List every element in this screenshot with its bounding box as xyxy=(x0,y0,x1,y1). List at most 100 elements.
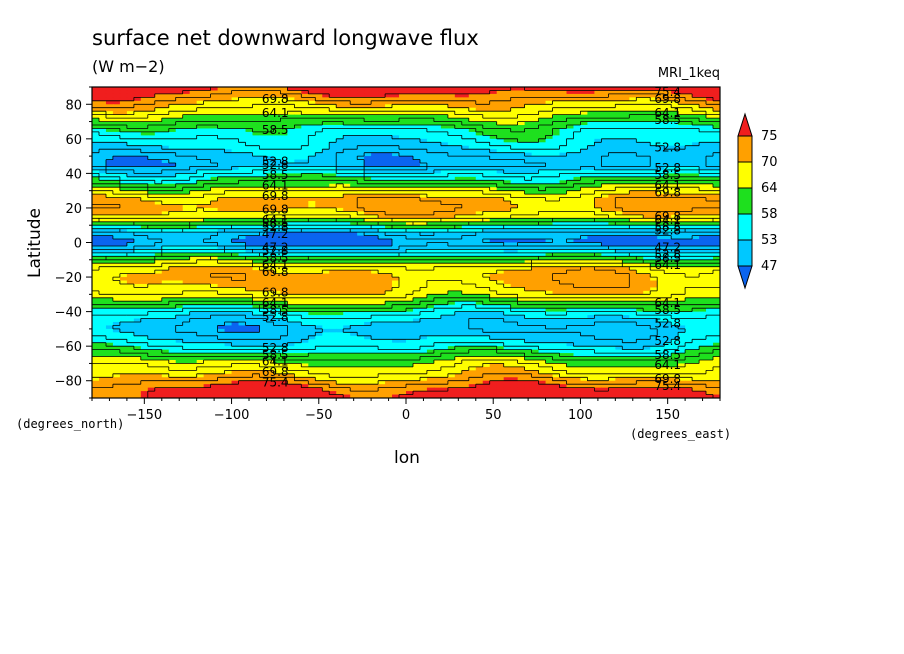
field-cell xyxy=(671,273,679,278)
field-cell xyxy=(671,194,679,199)
field-cell xyxy=(510,228,519,233)
field-cell xyxy=(105,235,114,240)
field-cell xyxy=(133,190,142,195)
field-cell xyxy=(392,197,400,202)
field-cell xyxy=(231,176,240,181)
field-cell xyxy=(580,214,589,219)
field-cell xyxy=(510,190,519,195)
field-cell xyxy=(671,166,679,171)
field-cell xyxy=(182,121,191,126)
field-cell xyxy=(482,149,491,154)
field-cell xyxy=(392,242,400,247)
field-cell xyxy=(161,273,170,278)
field-cell xyxy=(447,159,456,164)
field-cell xyxy=(412,118,421,123)
field-cell xyxy=(475,131,484,136)
field-cell xyxy=(454,118,463,123)
field-cell xyxy=(510,149,519,154)
field-cell xyxy=(566,270,575,275)
field-cell xyxy=(266,93,275,98)
field-cell xyxy=(406,232,414,237)
field-cell xyxy=(531,125,540,130)
field-cell xyxy=(329,187,337,192)
field-cell xyxy=(196,273,205,278)
field-cell xyxy=(671,228,679,233)
field-cell xyxy=(168,169,177,174)
field-cell xyxy=(447,197,456,202)
field-cell xyxy=(189,90,198,95)
field-cell xyxy=(301,239,309,244)
field-cell xyxy=(210,121,219,126)
field-cell xyxy=(496,197,505,202)
field-cell xyxy=(699,93,707,98)
field-cell xyxy=(706,156,714,161)
field-cell xyxy=(524,93,533,98)
field-cell xyxy=(343,225,351,230)
field-cell xyxy=(126,228,135,233)
field-cell xyxy=(426,176,435,181)
field-cell xyxy=(615,273,623,278)
field-cell xyxy=(482,87,491,92)
field-cell xyxy=(140,142,149,147)
field-cell xyxy=(133,169,142,174)
field-cell xyxy=(315,201,323,206)
field-cell xyxy=(643,228,651,233)
field-cell xyxy=(175,270,184,275)
field-cell xyxy=(552,228,561,233)
field-cell xyxy=(713,239,720,244)
field-cell xyxy=(259,180,268,185)
field-cell xyxy=(412,87,421,92)
field-cell xyxy=(182,211,191,216)
field-cell xyxy=(154,111,163,116)
field-cell xyxy=(378,90,386,95)
field-cell xyxy=(315,131,323,136)
field-cell xyxy=(566,118,575,123)
field-cell xyxy=(706,142,714,147)
field-cell xyxy=(531,201,540,206)
field-cell xyxy=(447,187,456,192)
field-cell xyxy=(524,135,533,140)
field-cell xyxy=(133,235,142,240)
field-cell xyxy=(545,218,554,223)
field-cell xyxy=(259,135,268,140)
field-cell xyxy=(119,228,128,233)
field-cell xyxy=(615,104,623,109)
field-cell xyxy=(399,100,407,105)
field-cell xyxy=(461,169,470,174)
field-cell xyxy=(406,138,414,143)
field-cell xyxy=(615,97,623,102)
field-cell xyxy=(105,138,114,143)
field-cell xyxy=(252,131,261,136)
field-cell xyxy=(119,249,128,254)
field-cell xyxy=(252,135,261,140)
field-cell xyxy=(531,114,540,119)
field-cell xyxy=(538,125,547,130)
field-cell xyxy=(126,187,135,192)
field-cell xyxy=(685,100,693,105)
field-cell xyxy=(343,121,351,126)
field-cell xyxy=(650,228,658,233)
field-cell xyxy=(510,218,519,223)
field-cell xyxy=(280,225,288,230)
field-cell xyxy=(692,131,700,136)
field-cell xyxy=(294,173,302,178)
field-cell xyxy=(629,114,637,119)
field-cell xyxy=(587,173,595,178)
field-cell xyxy=(650,197,658,202)
field-cell xyxy=(98,114,107,119)
field-cell xyxy=(392,145,400,150)
field-cell xyxy=(643,201,651,206)
field-cell xyxy=(98,204,107,209)
field-cell xyxy=(371,173,379,178)
field-cell xyxy=(399,135,407,140)
field-cell xyxy=(426,183,435,188)
field-cell xyxy=(671,114,679,119)
field-cell xyxy=(280,173,288,178)
field-cell xyxy=(650,194,658,199)
field-cell xyxy=(636,149,644,154)
field-cell xyxy=(713,245,720,251)
field-cell xyxy=(594,197,602,202)
field-cell xyxy=(378,125,386,130)
field-cell xyxy=(224,149,233,154)
field-cell xyxy=(308,97,316,102)
